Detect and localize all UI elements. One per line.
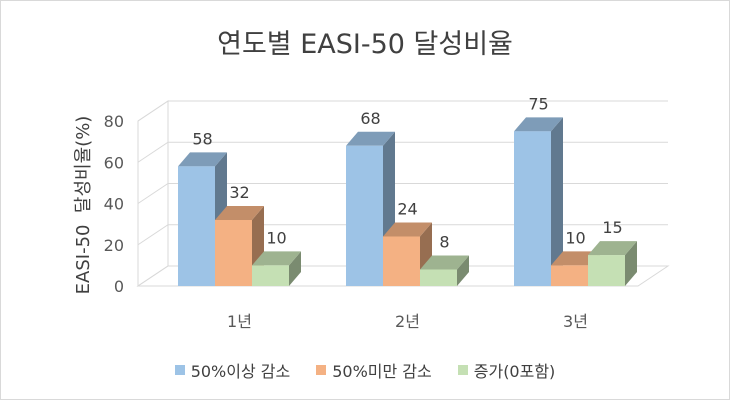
bar-top: [420, 255, 469, 270]
bar: [588, 255, 625, 286]
bar-side: [289, 251, 301, 286]
legend-item: 50%이상 감소: [174, 358, 291, 382]
data-label: 10: [565, 228, 585, 247]
y-tick-label: 20: [104, 236, 124, 255]
legend-label: 증가(0포함): [473, 362, 556, 381]
bar: [215, 220, 252, 286]
bar-top: [588, 241, 637, 256]
y-tick-label: 40: [104, 195, 124, 214]
gridline: [137, 224, 668, 246]
bar-top: [514, 117, 563, 132]
legend-swatch: [174, 365, 185, 375]
x-tick-label: 1년: [227, 312, 252, 331]
legend-swatch: [316, 365, 327, 375]
y-tick-label: 60: [104, 153, 124, 172]
y-tick-label: 80: [104, 112, 124, 131]
legend-item: 증가(0포함): [457, 358, 556, 382]
bar-side: [625, 241, 637, 286]
gridline: [137, 100, 668, 122]
bar-side: [457, 255, 469, 286]
gridline: [137, 141, 668, 163]
legend-label: 50%이상 감소: [190, 362, 291, 381]
gridline: [137, 265, 668, 287]
bar-top: [215, 206, 264, 220]
legend-label: 50%미만 감소: [332, 362, 432, 381]
bar: [178, 166, 215, 286]
data-label: 58: [192, 129, 212, 148]
data-label: 8: [439, 233, 449, 252]
bar: [252, 265, 289, 286]
data-label: 15: [602, 218, 622, 237]
legend-swatch: [457, 365, 468, 375]
bar: [514, 131, 551, 286]
chart-legend: 50%이상 감소 50%미만 감소 증가(0포함): [0, 358, 730, 382]
bar: [551, 265, 588, 286]
x-tick-label: 3년: [563, 312, 588, 331]
y-tick-label: 0: [114, 277, 124, 296]
chart-title: 연도별 EASI-50 달성비율: [217, 29, 513, 60]
data-label: 68: [360, 109, 380, 128]
bar-top: [178, 152, 227, 167]
bar-top: [252, 251, 301, 266]
bar: [383, 236, 420, 286]
bar-side: [551, 117, 563, 286]
x-tick-label: 2년: [395, 312, 420, 331]
bar-top: [383, 222, 432, 237]
data-label: 10: [266, 228, 286, 247]
bar-top: [551, 251, 600, 266]
bar: [420, 269, 457, 286]
data-label: 24: [397, 200, 417, 219]
data-label: 75: [528, 94, 548, 113]
bar: [346, 145, 383, 286]
bar-top: [346, 131, 395, 146]
data-label: 32: [229, 183, 249, 202]
legend-item: 50%미만 감소: [316, 358, 432, 382]
gridline: [137, 183, 668, 204]
